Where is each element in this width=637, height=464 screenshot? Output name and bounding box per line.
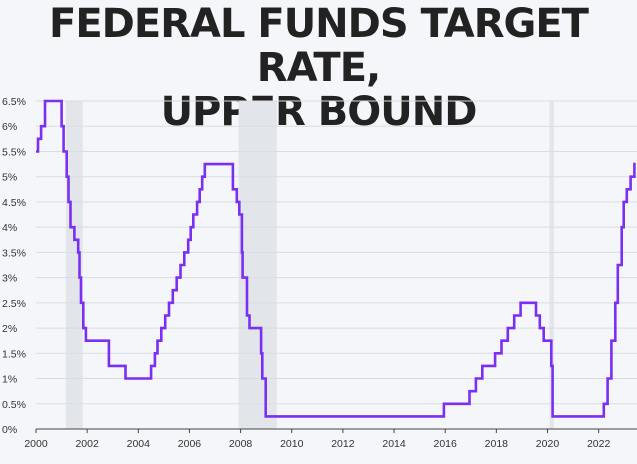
chart-title-line-1: FEDERAL FUNDS TARGET RATE, — [49, 1, 589, 91]
y-tick-label: 1% — [2, 374, 17, 386]
y-tick-label: 5% — [2, 172, 17, 184]
y-tick-label: 5.5% — [2, 146, 26, 158]
y-tick-label: 3.5% — [2, 247, 26, 259]
x-tick-label: 2020 — [536, 438, 560, 450]
y-tick-label: 4.5% — [2, 197, 26, 209]
y-tick-label: 2.5% — [2, 298, 26, 310]
recession-band-1 — [238, 101, 277, 429]
y-tick-label: 6.5% — [2, 96, 26, 108]
x-tick-label: 2000 — [24, 438, 48, 450]
x-tick-label: 2008 — [229, 438, 253, 450]
chart-title: FEDERAL FUNDS TARGET RATE, UPPER BOUND — [0, 2, 637, 134]
x-tick-label: 2004 — [127, 438, 151, 450]
x-tick-label: 2016 — [434, 438, 458, 450]
x-tick-label: 2002 — [75, 438, 99, 450]
y-tick-label: 0.5% — [2, 399, 26, 411]
x-tick-label: 2018 — [485, 438, 509, 450]
x-tick-label: 2022 — [587, 438, 611, 450]
y-tick-label: 6% — [2, 121, 17, 133]
series-line-0 — [36, 99, 636, 418]
y-tick-label: 2% — [2, 323, 17, 335]
recession-band-2 — [549, 101, 554, 429]
x-tick-label: 2010 — [280, 438, 304, 450]
recession-band-0 — [65, 101, 83, 429]
y-tick-label: 1.5% — [2, 348, 26, 360]
y-tick-label: 4% — [2, 222, 17, 234]
x-tick-label: 2014 — [382, 438, 406, 450]
y-tick-label: 0% — [2, 424, 17, 436]
x-tick-label: 2006 — [178, 438, 202, 450]
y-tick-label: 3% — [2, 273, 17, 285]
x-tick-label: 2012 — [331, 438, 355, 450]
